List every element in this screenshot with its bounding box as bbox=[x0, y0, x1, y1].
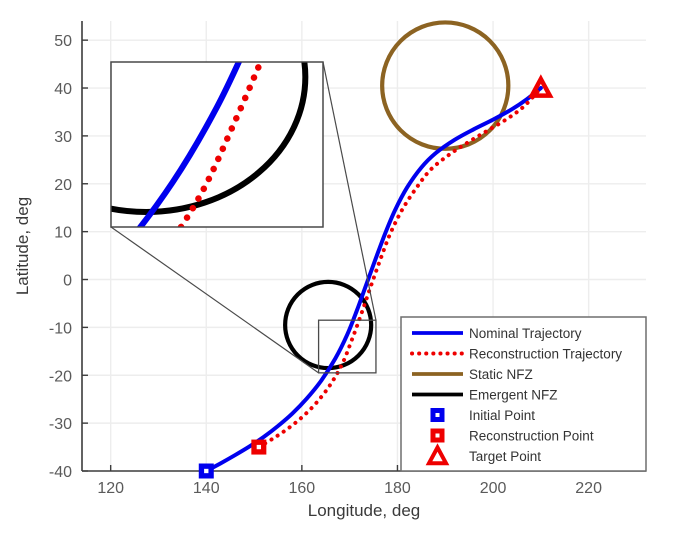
legend-item-static-nfz[interactable]: Static NFZ bbox=[412, 367, 533, 382]
legend-swatch-triangle-marker bbox=[425, 443, 450, 466]
legend-item-emergent-nfz[interactable]: Emergent NFZ bbox=[412, 388, 558, 403]
legend-item-reconstruction-point[interactable]: Reconstruction Point bbox=[430, 428, 594, 444]
marker-center bbox=[256, 444, 262, 450]
y-tick-label: 20 bbox=[54, 177, 72, 194]
legend-item-reconstruction-trajectory[interactable]: Reconstruction Trajectory bbox=[410, 347, 622, 362]
legend-item-label: Static NFZ bbox=[469, 367, 533, 382]
inset-source-region bbox=[317, 319, 377, 374]
inset-connector-top-right bbox=[322, 61, 377, 321]
legend-item-label: Initial Point bbox=[469, 408, 535, 423]
nfz-circle-static-nfz bbox=[380, 20, 511, 151]
marker-target-point bbox=[528, 74, 554, 98]
legend-swatch-square-center bbox=[435, 433, 440, 438]
x-tick-label: 120 bbox=[97, 480, 124, 497]
legend-item-label: Nominal Trajectory bbox=[469, 326, 582, 341]
tick-labels: 120 140 160 180 200 220 -40 -30 -20 -10 0 10 20 30 40 5… bbox=[49, 33, 602, 497]
inset-panel bbox=[110, 61, 324, 228]
x-tick-label: 180 bbox=[384, 480, 411, 497]
legend-item-label: Reconstruction Trajectory bbox=[469, 347, 622, 362]
y-tick-label: -40 bbox=[49, 464, 72, 481]
inset-border bbox=[110, 61, 324, 228]
legend: Nominal Trajectory Reconstruction Traject… bbox=[400, 316, 647, 472]
y-tick-label: -30 bbox=[49, 416, 72, 433]
inset-nfz-circle bbox=[111, 62, 309, 215]
data-layer bbox=[204, 20, 543, 473]
y-axis-title: Latitude, deg bbox=[13, 197, 32, 295]
y-tick-label: 40 bbox=[54, 81, 72, 98]
legend-item-nominal-trajectory[interactable]: Nominal Trajectory bbox=[412, 326, 582, 341]
legend-item-label: Emergent NFZ bbox=[469, 388, 558, 403]
legend-item-target-point[interactable]: Target Point bbox=[425, 443, 541, 466]
series-reconstruction-trajectory bbox=[256, 86, 543, 450]
x-tick-label: 200 bbox=[480, 480, 507, 497]
series-nominal-trajectory bbox=[204, 86, 543, 473]
y-tick-label: -10 bbox=[49, 320, 72, 337]
y-tick-label: -20 bbox=[49, 368, 72, 385]
legend-swatch-square-center bbox=[435, 413, 440, 417]
x-tick-label: 140 bbox=[193, 480, 220, 497]
legend-item-label: Target Point bbox=[469, 449, 541, 464]
y-tick-label: 50 bbox=[54, 33, 72, 50]
x-tick-label: 160 bbox=[289, 480, 316, 497]
legend-item-label: Reconstruction Point bbox=[469, 429, 594, 444]
marker-center bbox=[204, 468, 209, 474]
data-point-markers bbox=[198, 74, 554, 479]
inset-connector-bottom-left bbox=[110, 226, 319, 374]
y-tick-label: 0 bbox=[63, 273, 72, 290]
legend-item-initial-point[interactable]: Initial Point bbox=[430, 408, 536, 423]
x-axis-title: Longitude, deg bbox=[308, 501, 421, 520]
y-tick-label: 30 bbox=[54, 129, 72, 146]
y-tick-label: 10 bbox=[54, 225, 72, 242]
x-tick-label: 220 bbox=[575, 480, 602, 497]
